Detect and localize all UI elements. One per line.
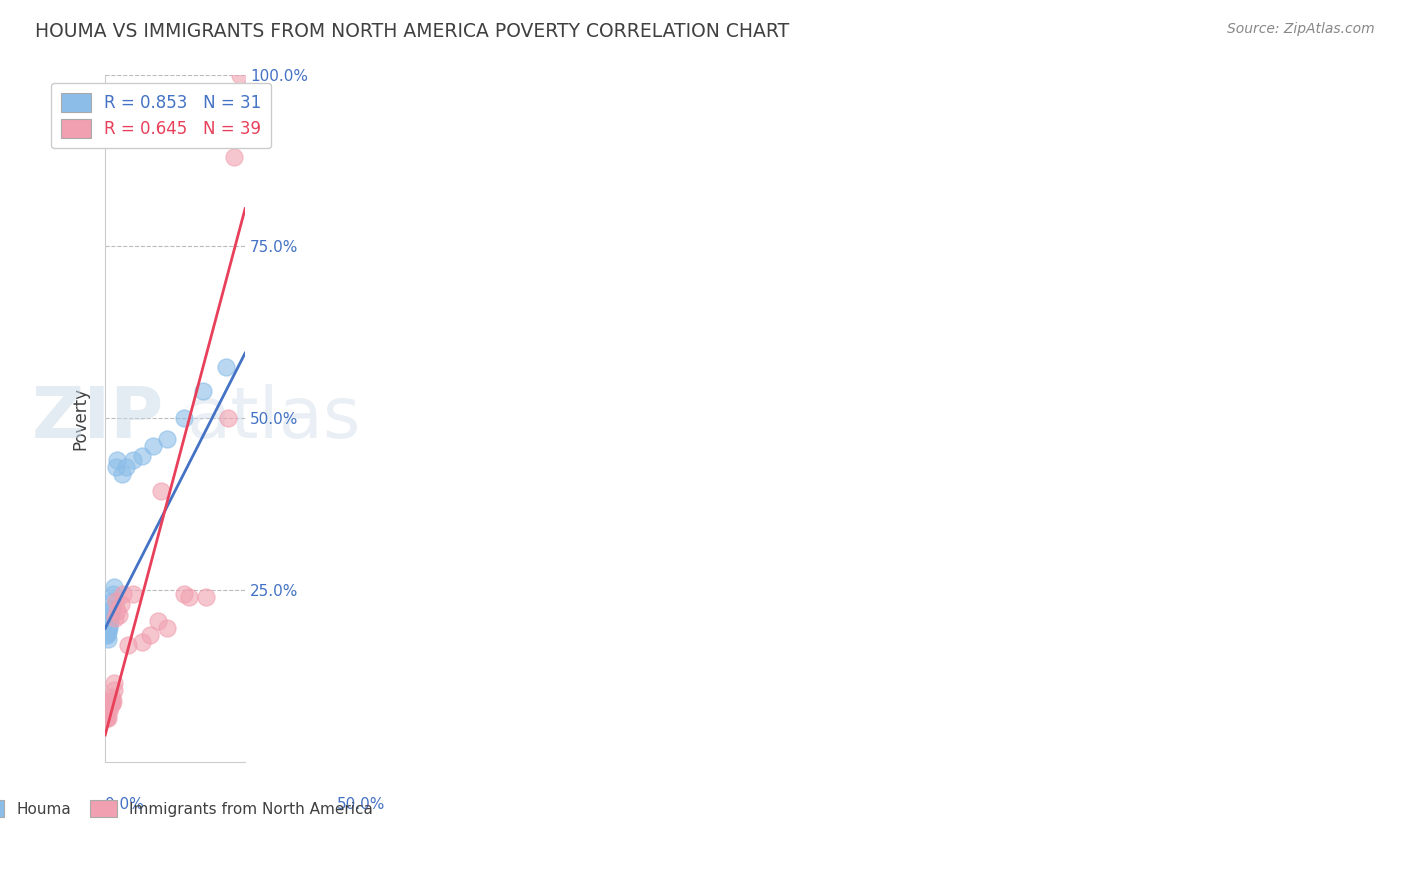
Point bbox=[94, 711, 117, 725]
Point bbox=[94, 618, 117, 632]
Point bbox=[222, 150, 245, 164]
Point bbox=[101, 690, 124, 704]
Point bbox=[110, 597, 132, 611]
Point bbox=[131, 635, 153, 649]
Point bbox=[97, 624, 120, 639]
Point bbox=[97, 621, 120, 635]
Point bbox=[100, 600, 122, 615]
Text: atlas: atlas bbox=[187, 384, 361, 453]
Point bbox=[148, 615, 170, 629]
Point bbox=[191, 384, 214, 398]
Point bbox=[115, 459, 138, 474]
Point bbox=[142, 439, 165, 453]
Point bbox=[112, 587, 135, 601]
Point bbox=[96, 707, 118, 722]
Point bbox=[104, 459, 127, 474]
Text: 0.0%: 0.0% bbox=[105, 797, 143, 812]
Point bbox=[111, 467, 134, 481]
Point bbox=[100, 607, 122, 622]
Point bbox=[101, 693, 124, 707]
Point bbox=[104, 594, 127, 608]
Point bbox=[100, 693, 122, 707]
Point bbox=[96, 621, 118, 635]
Point bbox=[156, 432, 179, 446]
Point bbox=[98, 697, 121, 711]
Point bbox=[228, 68, 250, 82]
Point bbox=[96, 704, 118, 718]
Point bbox=[96, 711, 118, 725]
Point bbox=[98, 611, 121, 625]
Point bbox=[156, 621, 179, 635]
Point bbox=[122, 452, 145, 467]
Point bbox=[101, 697, 124, 711]
Point bbox=[131, 450, 153, 464]
Point bbox=[103, 676, 125, 690]
Point bbox=[101, 594, 124, 608]
Point bbox=[105, 452, 128, 467]
Point bbox=[103, 580, 125, 594]
Point bbox=[139, 628, 162, 642]
Point bbox=[173, 587, 195, 601]
Point bbox=[150, 483, 173, 498]
Text: 50.0%: 50.0% bbox=[336, 797, 385, 812]
Legend: Houma, Immigrants from North America: Houma, Immigrants from North America bbox=[0, 794, 380, 823]
Text: Source: ZipAtlas.com: Source: ZipAtlas.com bbox=[1227, 22, 1375, 37]
Point bbox=[100, 604, 122, 618]
Point bbox=[100, 697, 122, 711]
Point bbox=[98, 693, 121, 707]
Point bbox=[96, 704, 118, 718]
Point bbox=[101, 587, 124, 601]
Point bbox=[117, 639, 139, 653]
Point bbox=[96, 628, 118, 642]
Point bbox=[108, 607, 131, 622]
Point bbox=[214, 359, 236, 374]
Point bbox=[98, 621, 121, 635]
Point bbox=[97, 632, 120, 646]
Point bbox=[96, 707, 118, 722]
Point bbox=[105, 604, 128, 618]
Point bbox=[173, 411, 195, 425]
Point bbox=[217, 411, 239, 425]
Point bbox=[97, 700, 120, 714]
Point bbox=[104, 611, 127, 625]
Point bbox=[94, 707, 117, 722]
Point bbox=[97, 618, 120, 632]
Point bbox=[97, 711, 120, 725]
Y-axis label: Poverty: Poverty bbox=[72, 387, 89, 450]
Point bbox=[194, 591, 217, 605]
Point bbox=[98, 700, 121, 714]
Point bbox=[94, 621, 117, 635]
Point bbox=[179, 591, 201, 605]
Point bbox=[122, 587, 145, 601]
Text: ZIP: ZIP bbox=[32, 384, 165, 453]
Point bbox=[96, 621, 118, 635]
Point bbox=[96, 624, 118, 639]
Point bbox=[103, 683, 125, 698]
Text: HOUMA VS IMMIGRANTS FROM NORTH AMERICA POVERTY CORRELATION CHART: HOUMA VS IMMIGRANTS FROM NORTH AMERICA P… bbox=[35, 22, 789, 41]
Point bbox=[97, 704, 120, 718]
Point bbox=[96, 628, 118, 642]
Point bbox=[98, 615, 121, 629]
